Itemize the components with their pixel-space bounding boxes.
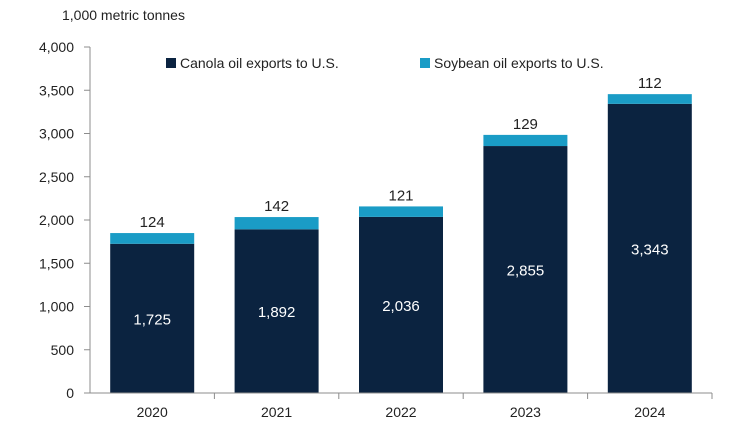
data-label-soybean: 112 [638,75,662,92]
bar-soybean [483,134,568,147]
unit-label: 1,000 metric tonnes [62,7,185,23]
x-tick-label: 2023 [510,404,541,420]
y-tick-label: 1,000 [39,299,74,315]
legend-swatch [166,58,176,68]
data-label-canola: 1,892 [258,304,296,321]
bar-canola [234,229,319,393]
x-axis: 2020 2021 2022 2023 2024 [90,392,713,420]
data-label-soybean: 121 [388,187,413,204]
y-tick-label: 2,000 [39,212,74,228]
legend-label: Canola oil exports to U.S. [180,55,339,71]
bars: 1,725 124 1,892 142 2,036 121 2,855 129 3,343 112 [110,75,692,393]
data-label-canola: 2,036 [382,298,420,315]
bar-canola [483,146,568,393]
y-tick-label: 4,000 [39,39,74,55]
legend: Canola oil exports to U.S. Soybean oil ex… [166,55,604,71]
bar-soybean [607,94,692,104]
x-tick-label: 2022 [385,404,416,420]
y-tick-label: 2,500 [39,169,74,185]
data-label-canola: 3,343 [631,241,669,258]
y-axis: 0 500 1,000 1,500 2,000 2,500 3,000 3,500 4,000 [39,39,91,401]
data-label-soybean: 129 [513,116,538,133]
bar-soybean [110,233,195,244]
data-label-soybean: 142 [264,198,289,215]
bar-canola [110,243,195,393]
y-tick-label: 0 [66,385,74,401]
y-tick-label: 3,000 [39,126,74,142]
bar-soybean [234,217,319,230]
bar-canola [607,103,692,393]
data-label-canola: 1,725 [133,311,171,328]
bar-canola [359,216,443,393]
legend-swatch [420,58,430,68]
y-tick-label: 500 [51,342,75,358]
legend-label: Soybean oil exports to U.S. [434,55,604,71]
x-tick-label: 2020 [137,404,168,420]
bar-soybean [359,206,443,217]
data-label-soybean: 124 [140,214,165,231]
y-tick-label: 1,500 [39,255,74,271]
x-tick-label: 2021 [261,404,292,420]
data-label-canola: 2,855 [507,263,545,280]
y-tick-label: 3,500 [39,82,74,98]
x-tick-label: 2024 [634,404,665,420]
